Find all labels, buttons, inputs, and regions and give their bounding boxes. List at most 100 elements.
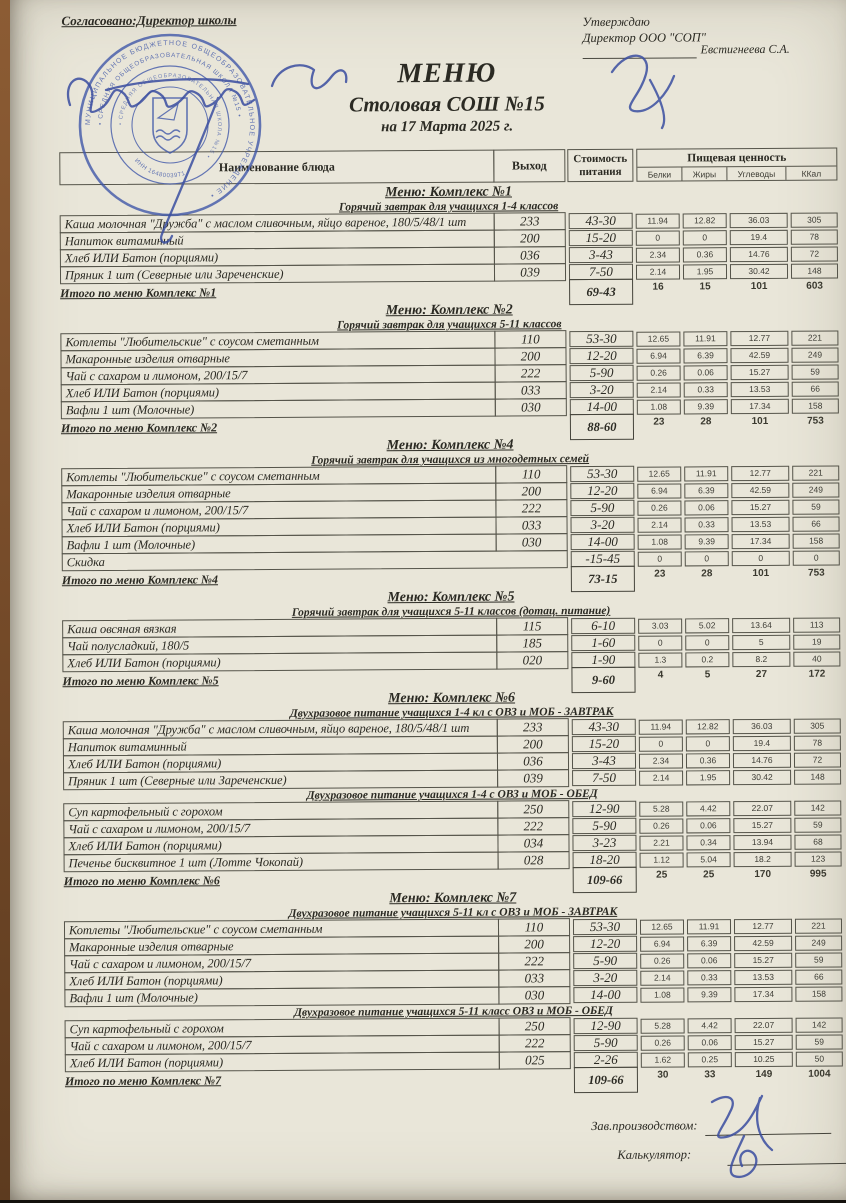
protein-cell: 2.14 bbox=[636, 381, 681, 398]
total-label: Итого по меню Комплекс №7 bbox=[64, 1073, 222, 1089]
menu-sections: Меню: Комплекс №1 Горячий завтрак для уча… bbox=[59, 183, 843, 1094]
price-cell: 15-20 bbox=[571, 735, 636, 753]
protein-cell: 12.65 bbox=[637, 465, 682, 482]
carbs-cell: 19.4 bbox=[732, 735, 791, 751]
portion-cell: 036 bbox=[493, 246, 566, 265]
protein-cell: 5.28 bbox=[639, 800, 684, 817]
carbs-cell: 0 bbox=[731, 550, 790, 566]
price-cell: 5-90 bbox=[573, 1034, 638, 1052]
price-cell: 43-30 bbox=[568, 212, 633, 230]
protein-cell: 3.03 bbox=[638, 617, 683, 634]
kcal-cell: 148 bbox=[794, 768, 842, 785]
total-row: Итого по меню Комплекс №5 9-60 4 5 27 172 bbox=[62, 666, 840, 694]
carbs-cell: 10.25 bbox=[734, 1051, 793, 1067]
portion-cell: 036 bbox=[496, 752, 570, 771]
protein-cell: 2.34 bbox=[638, 752, 684, 769]
protein-cell: 2.14 bbox=[640, 969, 685, 986]
carbs-cell: 30.42 bbox=[729, 263, 789, 279]
carbs-cell: 12.77 bbox=[731, 465, 790, 481]
round-stamp: МУНИЦИПАЛЬНОЕ БЮДЖЕТНОЕ ОБЩЕОБРАЗОВАТЕЛЬ… bbox=[78, 33, 262, 217]
total-price-cell: 109-66 bbox=[573, 1066, 639, 1094]
total-kcal-cell: 1004 bbox=[808, 1068, 831, 1080]
fat-cell: 0 bbox=[685, 634, 730, 650]
carbs-cell: 13.53 bbox=[730, 381, 789, 397]
protein-cell: 0.26 bbox=[640, 1034, 685, 1051]
menu-section: Меню: Комплекс №7 Двухразовое питание уча… bbox=[63, 888, 843, 1094]
approved-block: Утверждаю Директор ООО "СОП" bbox=[582, 13, 706, 46]
portion-cell: 110 bbox=[495, 465, 568, 484]
total-fat-cell: 5 bbox=[704, 669, 711, 681]
protein-cell: 11.94 bbox=[638, 718, 683, 735]
carbs-cell: 36.03 bbox=[732, 718, 791, 734]
protein-cell: 6.94 bbox=[637, 482, 682, 499]
carbs-cell: 30.42 bbox=[733, 769, 792, 785]
fat-cell: 12.82 bbox=[682, 212, 727, 228]
fat-cell: 5.02 bbox=[685, 617, 730, 633]
carbs-cell: 15.27 bbox=[731, 499, 790, 515]
portion-cell: 110 bbox=[494, 330, 567, 349]
kcal-cell: 78 bbox=[793, 734, 841, 751]
total-label: Итого по меню Комплекс №6 bbox=[63, 873, 220, 889]
total-price-cell: 9-60 bbox=[571, 666, 636, 694]
production-signature-line bbox=[705, 1132, 832, 1136]
kcal-cell: 249 bbox=[791, 347, 839, 363]
protein-cell: 1.62 bbox=[640, 1051, 685, 1068]
protein-cell: 0.26 bbox=[640, 952, 685, 969]
kcal-cell: 305 bbox=[793, 717, 841, 734]
portion-cell: 250 bbox=[497, 800, 570, 819]
total-protein-cell: 30 bbox=[657, 1069, 669, 1081]
total-label: Итого по меню Комплекс №4 bbox=[61, 572, 219, 588]
protein-cell: 2.14 bbox=[639, 769, 684, 786]
fat-cell: 6.39 bbox=[687, 935, 732, 951]
fat-cell: 0.06 bbox=[687, 1034, 732, 1050]
total-fat-cell: 33 bbox=[704, 1069, 716, 1081]
carbs-cell: 13.94 bbox=[733, 834, 792, 850]
price-cell: 15-20 bbox=[568, 229, 633, 247]
portion-cell: 039 bbox=[493, 263, 567, 282]
carbs-cell: 15.27 bbox=[730, 364, 789, 380]
protein-cell: 2.34 bbox=[635, 246, 680, 263]
menu-section: Меню: Комплекс №5 Горячий завтрак для уча… bbox=[62, 587, 841, 694]
total-carbs-cell: 170 bbox=[754, 868, 772, 881]
kcal-cell: 59 bbox=[794, 816, 842, 833]
fat-cell: 6.39 bbox=[684, 482, 729, 498]
price-cell: 2-26 bbox=[573, 1051, 638, 1069]
protein-cell: 0.26 bbox=[637, 499, 682, 516]
header-cost: Стоимость питания bbox=[567, 148, 634, 183]
fat-cell: 0.33 bbox=[683, 381, 728, 397]
price-cell: 14-00 bbox=[573, 986, 638, 1004]
price-cell: 5-90 bbox=[569, 364, 634, 382]
portion-cell: 233 bbox=[493, 212, 566, 231]
kcal-cell: 123 bbox=[794, 850, 842, 867]
portion-cell: 028 bbox=[497, 851, 570, 870]
portion-cell: 200 bbox=[498, 935, 571, 954]
fat-cell: 0.33 bbox=[684, 516, 729, 532]
protein-cell: 6.94 bbox=[640, 935, 685, 952]
price-cell: 3-43 bbox=[571, 752, 637, 770]
kcal-cell: 72 bbox=[793, 751, 842, 768]
total-protein-cell: 4 bbox=[657, 669, 664, 681]
kcal-cell: 158 bbox=[792, 532, 840, 549]
price-cell: 3-23 bbox=[572, 834, 637, 852]
protein-cell: 0 bbox=[638, 634, 683, 651]
carbs-cell: 14.76 bbox=[732, 752, 792, 768]
kcal-cell: 19 bbox=[793, 633, 841, 650]
kcal-cell: 50 bbox=[795, 1050, 843, 1067]
kcal-cell: 59 bbox=[795, 951, 843, 968]
fat-cell: 11.91 bbox=[684, 465, 729, 481]
protein-cell: 0 bbox=[635, 229, 680, 246]
total-carbs-cell: 101 bbox=[752, 567, 770, 580]
kcal-cell: 66 bbox=[792, 515, 840, 532]
header-cost-line1: Стоимость bbox=[573, 152, 628, 165]
total-row: Итого по меню Комплекс №6 109-66 25 25 170 99… bbox=[63, 866, 842, 894]
price-cell: 1-60 bbox=[571, 634, 636, 652]
portion-cell: 200 bbox=[495, 482, 568, 501]
portion-cell: 033 bbox=[494, 381, 567, 400]
kcal-cell: 249 bbox=[795, 934, 843, 951]
kcal-cell: 158 bbox=[795, 985, 843, 1002]
price-cell: 53-30 bbox=[570, 465, 635, 483]
production-manager-label: Зав.производством: bbox=[591, 1118, 698, 1134]
kcal-cell: 148 bbox=[790, 263, 839, 279]
price-cell: 18-20 bbox=[572, 851, 637, 869]
total-carbs-cell: 27 bbox=[755, 668, 768, 681]
